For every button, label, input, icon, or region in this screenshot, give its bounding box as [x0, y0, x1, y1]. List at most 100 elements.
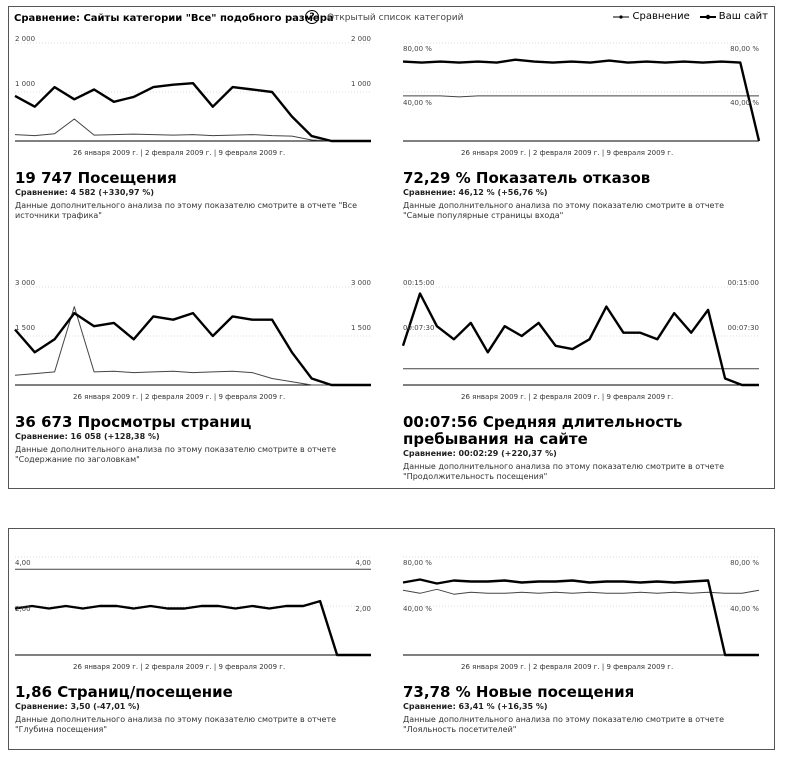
series-line-comparison[interactable] [402, 588, 760, 595]
y-mid-left: 2,00 [15, 605, 31, 613]
metric-comparison: Сравнение: 16 058 (+128,38 %) [15, 432, 160, 441]
chart-visits[interactable]: 2 000 2 000 1 000 1 000 [13, 31, 373, 143]
metric-headline[interactable]: 72,29 % Показатель отказов [403, 169, 651, 187]
legend-site: Ваш сайт [699, 11, 768, 22]
date-label-2: 2 февраля 2009 г. [144, 393, 212, 401]
date-label-3: 9 февраля 2009 г. [606, 663, 674, 671]
y-top-right: 4,00 [355, 559, 371, 567]
metric-comparison: Сравнение: 00:02:29 (+220,37 %) [403, 449, 557, 458]
date-axis: 26 января 2009 г. | 2 февраля 2009 г. | … [461, 663, 674, 671]
chart-pages-per-visit[interactable]: 4,00 4,00 2,00 2,00 [13, 545, 373, 657]
chart-visits-svg [14, 42, 371, 143]
y-top-right: 00:15:00 [727, 279, 759, 287]
y-top-left: 3 000 [15, 279, 36, 287]
legend-compare: Сравнение [613, 11, 690, 22]
metric-description[interactable]: Данные дополнительного анализа по этому … [403, 462, 725, 481]
metric-comparison: Сравнение: 3,50 (-47,01 %) [15, 702, 140, 711]
legend-compare-label: Сравнение [632, 11, 690, 22]
y-top-left: 80,00 % [403, 559, 432, 567]
y-mid-right: 1 500 [350, 324, 371, 332]
dashboard-panel-comparison: Сравнение: Сайты категории "Все" подобно… [8, 6, 775, 489]
metric-bounce-rate: 80,00 % 80,00 % 40,00 % 40,00 % 26 январ… [401, 31, 771, 231]
date-label-3: 9 февраля 2009 г. [606, 149, 674, 157]
series-line-site[interactable] [402, 58, 761, 142]
date-label-1: 26 января 2009 г. [461, 393, 527, 401]
series-line-site[interactable] [14, 599, 371, 657]
metric-visits: 2 000 2 000 1 000 1 000 26 января 2009 г… [13, 31, 383, 231]
y-mid-left: 1 000 [15, 80, 36, 88]
metric-headline[interactable]: 73,78 % Новые посещения [403, 683, 635, 701]
metric-comparison: Сравнение: 46,12 % (+56,76 %) [403, 188, 548, 197]
date-label-2: 2 февраля 2009 г. [144, 149, 212, 157]
series-line-site[interactable] [14, 82, 371, 143]
chart-avg-duration-svg [401, 286, 759, 387]
date-label-1: 26 января 2009 г. [73, 663, 139, 671]
date-label-2: 2 февраля 2009 г. [532, 393, 600, 401]
series-line-comparison[interactable] [403, 95, 759, 98]
legend-site-label: Ваш сайт [718, 11, 768, 22]
y-top-right: 80,00 % [730, 45, 759, 53]
metric-description[interactable]: Данные дополнительного анализа по этому … [15, 445, 337, 464]
y-mid-right: 40,00 % [730, 605, 759, 613]
y-top-left: 4,00 [15, 559, 31, 567]
chart-new-visits-svg [402, 556, 760, 657]
series-line-site[interactable] [402, 578, 759, 657]
open-category-list-link[interactable]: Открытый список категорий [327, 13, 464, 23]
metric-headline[interactable]: 00:07:56 Средняя длительность пребывания… [403, 413, 683, 448]
date-label-3: 9 февраля 2009 г. [218, 393, 286, 401]
comparison-title: Сравнение: Сайты категории "Все" подобно… [14, 13, 334, 24]
chart-pageviews[interactable]: 3 000 3 000 1 500 1 500 [13, 275, 373, 387]
metric-description[interactable]: Данные дополнительного анализа по этому … [15, 201, 358, 220]
series-line-site[interactable] [401, 292, 759, 387]
date-label-1: 26 января 2009 г. [461, 149, 527, 157]
y-top-right: 80,00 % [730, 559, 759, 567]
metric-pageviews: 3 000 3 000 1 500 1 500 26 января 2009 г… [13, 275, 383, 485]
legend-compare-line-icon [613, 14, 630, 19]
y-top-right: 2 000 [350, 35, 371, 43]
metric-comparison: Сравнение: 63,41 % (+16,35 %) [403, 702, 548, 711]
series-line-comparison[interactable] [14, 306, 371, 386]
chart-avg-duration[interactable]: 00:15:00 00:15:00 00:07:30 00:07:30 [401, 275, 761, 387]
y-mid-left: 1 500 [15, 324, 36, 332]
y-top-left: 00:15:00 [403, 279, 435, 287]
date-label-1: 26 января 2009 г. [73, 149, 139, 157]
metric-description[interactable]: Данные дополнительного анализа по этому … [15, 715, 337, 734]
date-label-3: 9 февраля 2009 г. [606, 393, 674, 401]
y-mid-right: 40,00 % [730, 99, 759, 107]
chart-bounce-rate[interactable]: 80,00 % 80,00 % 40,00 % 40,00 % [401, 31, 761, 142]
date-axis: 26 января 2009 г. | 2 февраля 2009 г. | … [73, 149, 286, 157]
date-label-3: 9 февраля 2009 г. [218, 149, 286, 157]
metric-description[interactable]: Данные дополнительного анализа по этому … [403, 201, 725, 220]
metric-headline[interactable]: 1,86 Страниц/посещение [15, 683, 233, 701]
panel-header: Сравнение: Сайты категории "Все" подобно… [9, 7, 774, 29]
chart-bounce-rate-svg [402, 42, 761, 142]
y-mid-right: 1 000 [350, 80, 371, 88]
date-label-2: 2 февраля 2009 г. [532, 663, 600, 671]
metric-headline[interactable]: 36 673 Просмотры страниц [15, 413, 252, 431]
y-top-right: 3 000 [350, 279, 371, 287]
y-mid-left: 00:07:30 [403, 324, 435, 332]
y-top-left: 80,00 % [403, 45, 432, 53]
metric-comparison: Сравнение: 4 582 (+330,97 %) [15, 188, 155, 197]
series-line-comparison[interactable] [14, 118, 371, 142]
legend-site-line-icon [699, 14, 716, 19]
date-label-2: 2 февраля 2009 г. [144, 663, 212, 671]
metric-description[interactable]: Данные дополнительного анализа по этому … [403, 715, 725, 734]
metric-avg-duration: 00:15:00 00:15:00 00:07:30 00:07:30 26 я… [401, 275, 771, 485]
date-axis: 26 января 2009 г. | 2 февраля 2009 г. | … [461, 149, 674, 157]
metric-new-visits: 80,00 % 80,00 % 40,00 % 40,00 % 26 январ… [401, 545, 771, 745]
date-axis: 26 января 2009 г. | 2 февраля 2009 г. | … [73, 663, 286, 671]
chart-new-visits[interactable]: 80,00 % 80,00 % 40,00 % 40,00 % [401, 545, 761, 657]
metric-headline[interactable]: 19 747 Посещения [15, 169, 177, 187]
series-line-site[interactable] [14, 311, 371, 387]
date-axis: 26 января 2009 г. | 2 февраля 2009 г. | … [73, 393, 286, 401]
chart-pages-per-visit-svg [14, 556, 371, 657]
help-icon[interactable]: ? [305, 10, 319, 24]
dashboard-panel-engagement: 4,00 4,00 2,00 2,00 26 января 2009 г. | … [8, 528, 775, 750]
y-top-left: 2 000 [15, 35, 36, 43]
y-mid-left: 40,00 % [403, 99, 432, 107]
date-axis: 26 января 2009 г. | 2 февраля 2009 г. | … [461, 393, 674, 401]
metric-pages-per-visit: 4,00 4,00 2,00 2,00 26 января 2009 г. | … [13, 545, 383, 745]
chart-legend: Сравнение Ваш сайт [613, 11, 768, 22]
date-label-2: 2 февраля 2009 г. [532, 149, 600, 157]
